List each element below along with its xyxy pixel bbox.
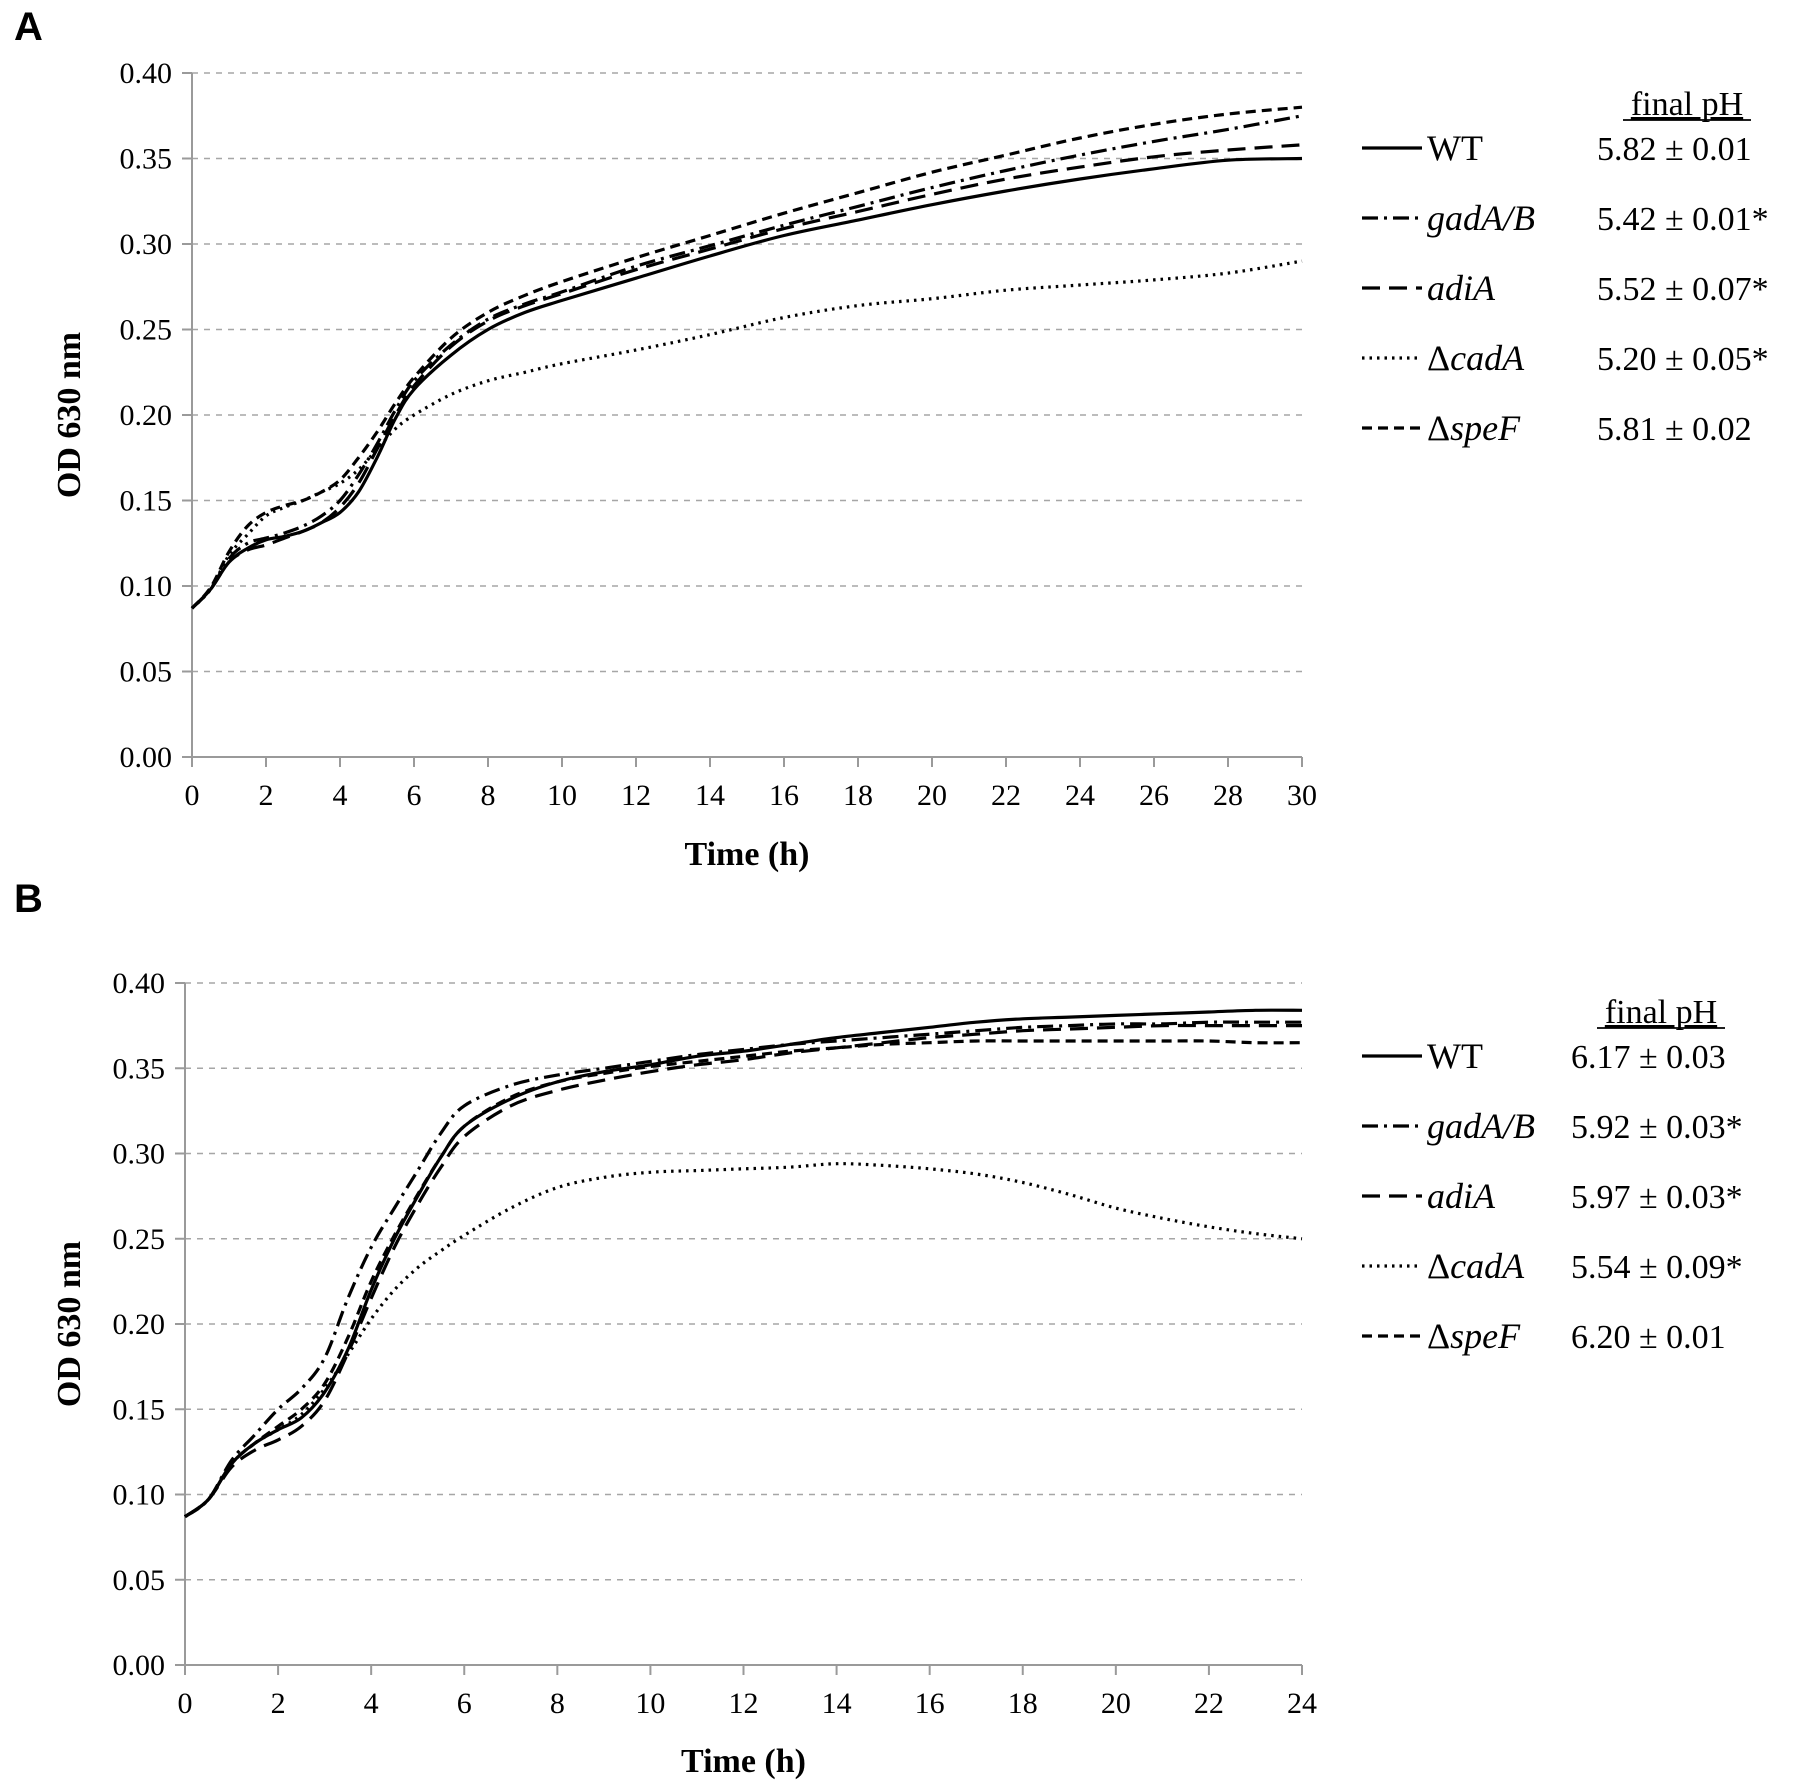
panel-a-x-tick-label: 18 — [843, 779, 873, 812]
panel-b-x-tick-label: 12 — [729, 1687, 759, 1720]
panel-a-x-tick-label: 22 — [991, 779, 1021, 812]
panel-a-y-tick-label: 0.15 — [120, 485, 173, 518]
panel-a-y-tick-label: 0.05 — [120, 656, 173, 689]
panel-a-x-tick-label: 20 — [917, 779, 947, 812]
panel-b-x-tick-label: 4 — [364, 1687, 379, 1720]
panel-b-legend-ph-value: 6.20 ± 0.01 — [1571, 1319, 1726, 1356]
panel-a-legend-ph-value: 5.82 ± 0.01 — [1597, 131, 1752, 168]
panel-a-x-tick-label: 10 — [547, 779, 577, 812]
panel-a-x-tick-label: 14 — [695, 779, 725, 812]
panel-b-y-tick-label: 0.20 — [113, 1308, 166, 1341]
panel-b-legend-ph-value: 5.97 ± 0.03* — [1571, 1179, 1743, 1216]
panel-a-series-adia — [190, 143, 1303, 610]
panel-b-x-tick-label: 20 — [1101, 1687, 1131, 1720]
panel-b-y-tick-label: 0.00 — [113, 1649, 166, 1682]
panel-a-y-tick-label: 0.00 — [120, 741, 173, 774]
panel-b-y-tick-label: 0.10 — [113, 1479, 166, 1512]
panel-b-legend-label: ΔspeF — [1427, 1316, 1521, 1356]
panel-a-x-tick-label: 16 — [769, 779, 799, 812]
panel-b-y-tick-label: 0.25 — [113, 1223, 166, 1256]
panel-b-legend-header: final pH — [1605, 994, 1717, 1031]
panel-a-x-tick-label: 8 — [481, 779, 496, 812]
panel-b-legend-label: ΔcadA — [1427, 1246, 1525, 1286]
panel-b-legend-ph-value: 5.92 ± 0.03* — [1571, 1109, 1743, 1146]
panel-a-legend-label: WT — [1427, 128, 1483, 168]
panel-b-legend-label: WT — [1427, 1036, 1483, 1076]
panel-b-y-tick-label: 0.15 — [113, 1393, 166, 1426]
panel-b-legend-ph-value: 6.17 ± 0.03 — [1571, 1039, 1726, 1076]
panel-a-x-tick-label: 26 — [1139, 779, 1169, 812]
panel-b-y-tick-label: 0.40 — [113, 967, 166, 1000]
panel-b-x-tick-label: 2 — [271, 1687, 286, 1720]
panel-a-legend-ph-value: 5.52 ± 0.07* — [1597, 271, 1769, 308]
panel-a-legend-ph-value: 5.42 ± 0.01* — [1597, 201, 1769, 238]
panel-b-y-axis-title: OD 630 nm — [51, 1241, 88, 1407]
panel-a-y-tick-label: 0.30 — [120, 228, 173, 261]
chart-panel-a: 0.000.050.100.150.200.250.300.350.400 2 4 6… — [51, 57, 1769, 873]
panel-a-x-tick-label: 6 — [407, 779, 422, 812]
panel-b-x-tick-label: 24 — [1287, 1687, 1317, 1720]
panel-a-y-tick-label: 0.35 — [120, 143, 173, 176]
panel-b-series-gada-b — [184, 1020, 1302, 1519]
panel-a-y-tick-label: 0.10 — [120, 570, 173, 603]
panel-b-x-tick-label: 0 — [178, 1687, 193, 1720]
panel-a-x-tick-label: 0 — [185, 779, 200, 812]
panel-a-x-tick-label: 30 — [1287, 779, 1317, 812]
panel-b-legend-label: adiA — [1427, 1176, 1496, 1216]
panel-a-x-tick-label: 24 — [1065, 779, 1095, 812]
panel-b-x-tick-label: 14 — [822, 1687, 852, 1720]
panel-b-legend-label: gadA/B — [1427, 1106, 1535, 1146]
panel-b-series-cada — [184, 1162, 1303, 1519]
panel-a-x-tick-label: 28 — [1213, 779, 1243, 812]
panel-b-x-tick-label: 18 — [1008, 1687, 1038, 1720]
panel-a-y-tick-label: 0.20 — [120, 399, 173, 432]
panel-a-x-tick-label: 2 — [259, 779, 274, 812]
panel-a-y-tick-label: 0.25 — [120, 314, 173, 347]
panel-a-y-tick-label: 0.40 — [120, 57, 173, 90]
panel-letter-b: B — [14, 877, 43, 921]
panel-a-legend-ph-value: 5.20 ± 0.05* — [1597, 341, 1769, 378]
panel-a-x-tick-label: 4 — [333, 779, 348, 812]
panel-b-y-tick-label: 0.35 — [113, 1052, 166, 1085]
panel-b-x-axis-title: Time (h) — [681, 1743, 806, 1780]
panel-a-legend-ph-value: 5.81 ± 0.02 — [1597, 411, 1752, 448]
panel-b-y-tick-label: 0.30 — [113, 1138, 166, 1171]
panel-a-y-axis-title: OD 630 nm — [51, 332, 88, 498]
panel-a-x-tick-label: 12 — [621, 779, 651, 812]
panel-a-series-spef — [190, 105, 1303, 610]
panel-b-x-tick-label: 6 — [457, 1687, 472, 1720]
panel-a-legend-label: ΔcadA — [1427, 338, 1525, 378]
panel-a-legend-header: final pH — [1631, 86, 1743, 123]
chart-panel-b: 0.000.050.100.150.200.250.300.350.400 2 4 6… — [51, 967, 1743, 1780]
panel-a-legend-label: adiA — [1427, 268, 1496, 308]
panel-b-x-tick-label: 10 — [635, 1687, 665, 1720]
panel-b-x-tick-label: 8 — [550, 1687, 565, 1720]
panel-b-y-tick-label: 0.05 — [113, 1564, 166, 1597]
panel-a-legend-label: ΔspeF — [1427, 408, 1521, 448]
panel-letter-a: A — [14, 5, 43, 49]
panel-a-series-gada-b — [190, 114, 1303, 610]
panel-b-series-wt — [184, 1008, 1303, 1519]
panel-a-series-wt — [190, 156, 1303, 610]
panel-a-x-axis-title: Time (h) — [685, 836, 810, 873]
panel-b-series-adia — [184, 1023, 1302, 1519]
panel-b-series-spef — [184, 1039, 1303, 1519]
panel-a-series-cada — [190, 259, 1303, 610]
panel-b-legend-ph-value: 5.54 ± 0.09* — [1571, 1249, 1743, 1286]
panel-a-legend-label: gadA/B — [1427, 198, 1535, 238]
panel-b-x-tick-label: 16 — [915, 1687, 945, 1720]
panel-b-x-tick-label: 22 — [1194, 1687, 1224, 1720]
